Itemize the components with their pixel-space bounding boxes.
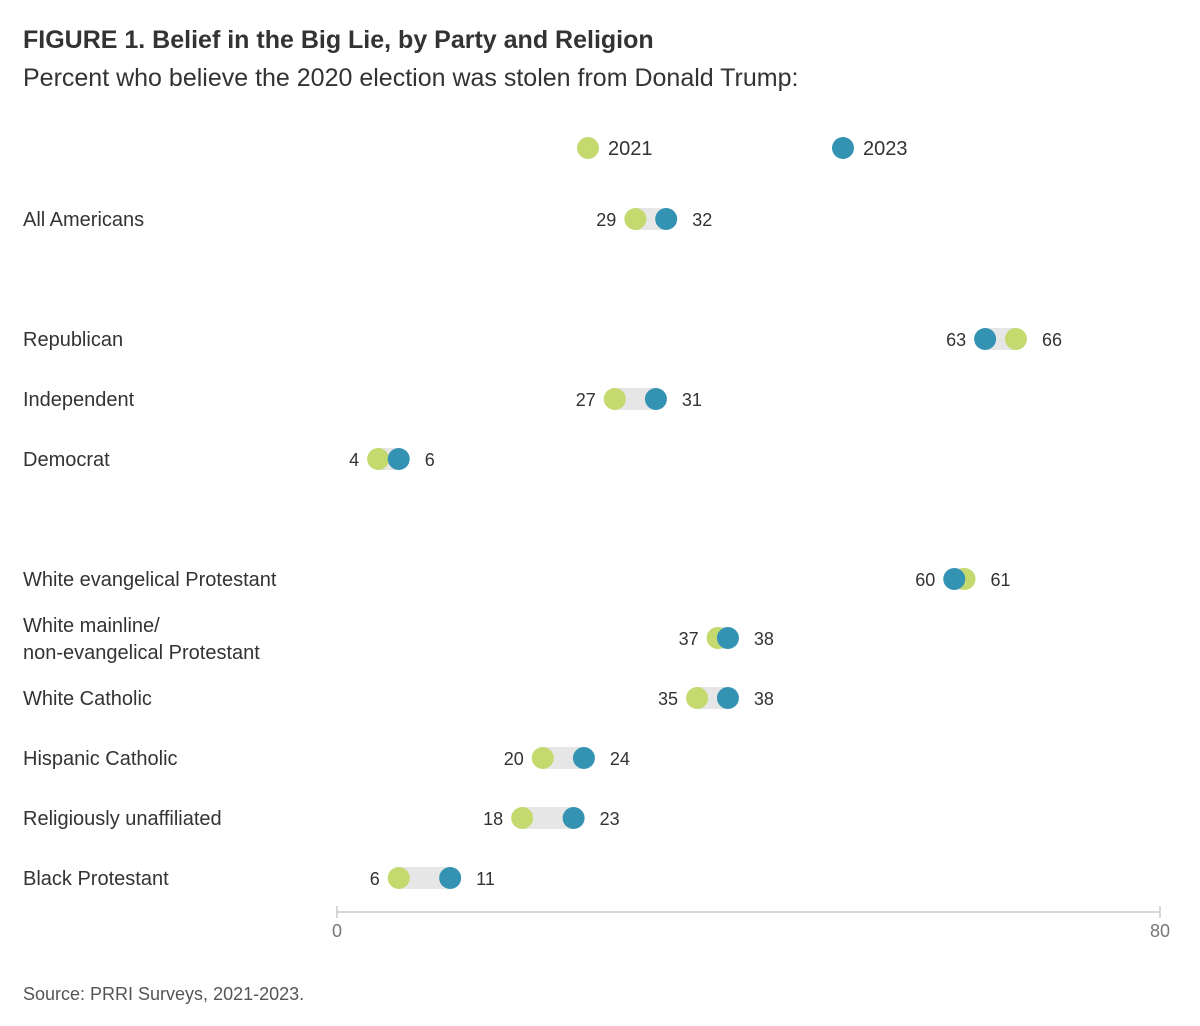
category-label: Black Protestant <box>23 868 169 890</box>
dot-2023 <box>943 568 966 590</box>
category-label: Hispanic Catholic <box>23 748 178 770</box>
value-label-low: 29 <box>596 210 616 230</box>
dot-2023 <box>562 807 585 829</box>
value-label-low: 37 <box>679 629 699 649</box>
dot-2023 <box>387 448 410 470</box>
value-label-high: 23 <box>600 809 620 829</box>
dot-2021 <box>387 867 410 889</box>
category-label: White evangelical Protestant <box>23 569 277 591</box>
category-label: Democrat <box>23 449 110 471</box>
x-tick-label: 0 <box>332 921 342 941</box>
value-label-high: 66 <box>1042 330 1062 350</box>
dot-2023 <box>439 867 462 889</box>
dot-2021 <box>603 388 626 410</box>
value-label-low: 35 <box>658 689 678 709</box>
dot-2023 <box>974 328 997 350</box>
category-label: All Americans <box>23 209 144 231</box>
legend-swatch-2021 <box>577 137 599 159</box>
legend-swatch-2023 <box>832 137 854 159</box>
chart-title: FIGURE 1. Belief in the Big Lie, by Part… <box>23 26 654 54</box>
value-label-low: 6 <box>370 869 380 889</box>
category-label: non-evangelical Protestant <box>23 642 260 664</box>
dot-2023 <box>716 687 739 709</box>
legend-label-2023: 2023 <box>863 138 908 160</box>
source-note: Source: PRRI Surveys, 2021-2023. <box>23 984 305 1004</box>
category-label: Religiously unaffiliated <box>23 808 222 830</box>
range-bar <box>542 747 584 769</box>
value-label-high: 32 <box>692 210 712 230</box>
value-label-low: 63 <box>946 330 966 350</box>
range-bar <box>522 807 574 829</box>
value-label-low: 4 <box>349 450 359 470</box>
dot-2021 <box>624 208 647 230</box>
category-label: Republican <box>23 329 123 351</box>
value-label-high: 6 <box>425 450 435 470</box>
legend-label-2021: 2021 <box>608 138 653 160</box>
dot-2021 <box>531 747 554 769</box>
dot-2021 <box>367 448 390 470</box>
dot-2023 <box>572 747 595 769</box>
dot-2021 <box>686 687 709 709</box>
value-label-high: 38 <box>754 629 774 649</box>
dot-2023 <box>644 388 667 410</box>
chart-subtitle: Percent who believe the 2020 election wa… <box>23 64 799 92</box>
value-label-high: 61 <box>991 570 1011 590</box>
value-label-high: 31 <box>682 390 702 410</box>
value-label-low: 20 <box>504 749 524 769</box>
range-bar <box>614 388 656 410</box>
value-label-high: 11 <box>476 869 495 889</box>
dot-2023 <box>716 627 739 649</box>
value-label-high: 38 <box>754 689 774 709</box>
category-label: White mainline/ <box>23 615 160 637</box>
dot-2021 <box>511 807 534 829</box>
value-label-low: 18 <box>483 809 503 829</box>
dot-2021 <box>1004 328 1027 350</box>
x-tick-label: 80 <box>1150 921 1170 941</box>
category-label: Independent <box>23 389 135 411</box>
value-label-low: 60 <box>915 570 935 590</box>
value-label-high: 24 <box>610 749 630 769</box>
category-label: White Catholic <box>23 688 152 710</box>
dot-2023 <box>655 208 678 230</box>
value-label-low: 27 <box>576 390 596 410</box>
range-bar <box>398 867 451 889</box>
